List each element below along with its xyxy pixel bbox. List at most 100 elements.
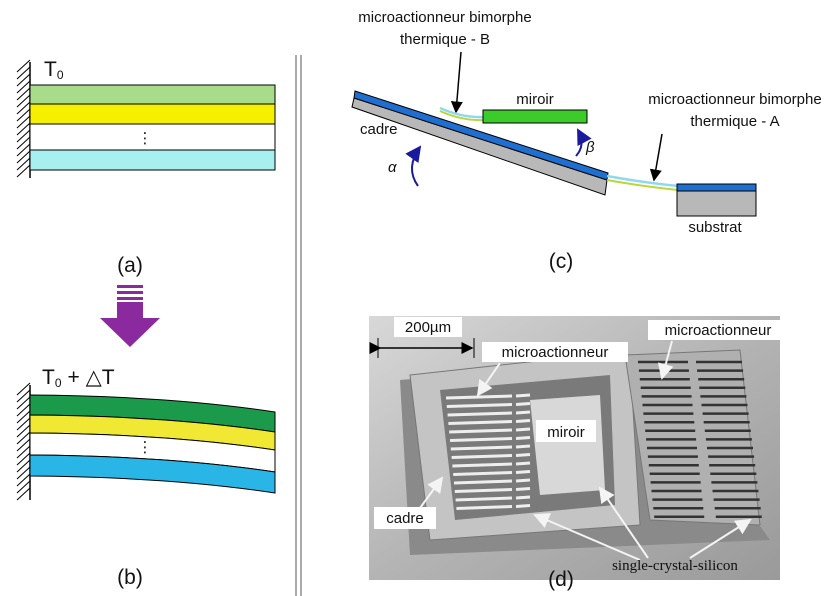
wire bbox=[606, 179, 679, 191]
finger bbox=[446, 403, 513, 408]
finger bbox=[453, 479, 513, 485]
finger bbox=[445, 394, 513, 400]
alpha: α bbox=[388, 159, 397, 176]
pointer bbox=[649, 133, 663, 182]
t-label: T bbox=[44, 58, 57, 81]
hatch-line bbox=[16, 87, 31, 101]
finger bbox=[515, 504, 531, 508]
frame-label: cadre bbox=[360, 121, 398, 138]
layer-white bbox=[29, 123, 276, 151]
finger bbox=[515, 495, 531, 500]
hatch-line bbox=[16, 129, 31, 143]
hatch-line bbox=[16, 164, 31, 178]
pointer bbox=[476, 362, 501, 397]
hatch-line bbox=[16, 157, 31, 171]
wall-hatching bbox=[16, 59, 31, 501]
finger bbox=[515, 478, 531, 483]
pointer bbox=[598, 486, 649, 559]
hatch-line bbox=[16, 424, 31, 438]
pointer bbox=[689, 518, 752, 559]
actuator-a-label: thermique - A bbox=[690, 113, 779, 130]
temperature-label: T0 bbox=[44, 58, 64, 82]
delta-label: + △T bbox=[68, 366, 115, 389]
finger bbox=[448, 420, 513, 425]
hatch-line bbox=[16, 410, 31, 424]
finger bbox=[515, 419, 531, 423]
pointer bbox=[533, 513, 641, 561]
hatch-line bbox=[16, 101, 31, 115]
label-box bbox=[394, 317, 462, 337]
actuator-b-label: microactionneur bimorphe bbox=[358, 9, 531, 26]
ellipsis: ⋮ bbox=[138, 130, 153, 147]
finger bbox=[515, 453, 531, 457]
finger bbox=[515, 461, 531, 466]
hatch-line bbox=[16, 122, 31, 136]
finger bbox=[515, 444, 531, 449]
hatch-line bbox=[16, 417, 31, 431]
hatch-line bbox=[16, 80, 31, 94]
t-label: T bbox=[42, 366, 55, 389]
hatch-line bbox=[16, 466, 31, 480]
finger bbox=[449, 437, 513, 442]
finger bbox=[454, 488, 513, 493]
frame-label: cadre bbox=[386, 510, 424, 527]
rotation-arrow bbox=[405, 145, 422, 187]
finger bbox=[453, 471, 513, 476]
mirror-photo bbox=[530, 395, 605, 495]
pointer bbox=[657, 340, 674, 380]
scale-label: 200µm bbox=[405, 319, 451, 336]
material-label: single-crystal-silicon bbox=[612, 558, 738, 574]
finger bbox=[456, 505, 513, 510]
hatch-line bbox=[16, 480, 31, 494]
substrate-label: substrat bbox=[688, 219, 742, 236]
actuator-label: microactionneur bbox=[665, 322, 772, 339]
wire bbox=[439, 106, 485, 119]
finger bbox=[447, 411, 513, 417]
label-box bbox=[536, 420, 596, 442]
finger bbox=[515, 402, 531, 406]
t-subscript: 0 bbox=[55, 376, 62, 390]
down-arrow bbox=[100, 285, 160, 347]
pointer bbox=[419, 476, 444, 509]
label-box bbox=[482, 342, 628, 362]
actuator-b-label: thermique - B bbox=[400, 31, 490, 48]
finger bbox=[515, 427, 531, 432]
hatch-line bbox=[16, 73, 31, 87]
finger bbox=[449, 428, 513, 434]
t-subscript: 0 bbox=[57, 68, 64, 82]
hatch-line bbox=[16, 94, 31, 108]
finger bbox=[515, 470, 531, 474]
caption: (d) bbox=[548, 568, 574, 591]
layer-green bbox=[29, 84, 276, 105]
actuator-a-label: microactionneur bimorphe bbox=[648, 91, 821, 108]
caption: (a) bbox=[117, 254, 143, 277]
actuator-label: microactionneur bbox=[502, 344, 609, 361]
hatch-line bbox=[16, 487, 31, 501]
hatch-line bbox=[16, 382, 31, 396]
hatch-line bbox=[16, 108, 31, 122]
hatch-line bbox=[16, 59, 31, 73]
mirror bbox=[482, 109, 588, 124]
finger bbox=[455, 496, 513, 502]
hatch-line bbox=[16, 66, 31, 80]
substrate-top bbox=[676, 183, 757, 192]
hatch-line bbox=[16, 136, 31, 150]
substrate bbox=[676, 190, 757, 217]
label-box bbox=[648, 320, 788, 340]
finger bbox=[515, 393, 531, 398]
wire bbox=[606, 174, 679, 188]
rotation-arrow bbox=[575, 128, 592, 157]
mirror-label: miroir bbox=[547, 424, 585, 441]
layer-blue bbox=[29, 454, 276, 494]
mirror-label: miroir bbox=[516, 91, 554, 108]
caption: (c) bbox=[549, 250, 574, 273]
wire bbox=[439, 110, 485, 122]
finger bbox=[515, 436, 531, 440]
hatch-line bbox=[16, 115, 31, 129]
finger bbox=[515, 487, 531, 491]
finger bbox=[452, 462, 513, 468]
label-box bbox=[374, 507, 436, 529]
hatch-line bbox=[16, 473, 31, 487]
ellipsis: ⋮ bbox=[138, 439, 153, 456]
